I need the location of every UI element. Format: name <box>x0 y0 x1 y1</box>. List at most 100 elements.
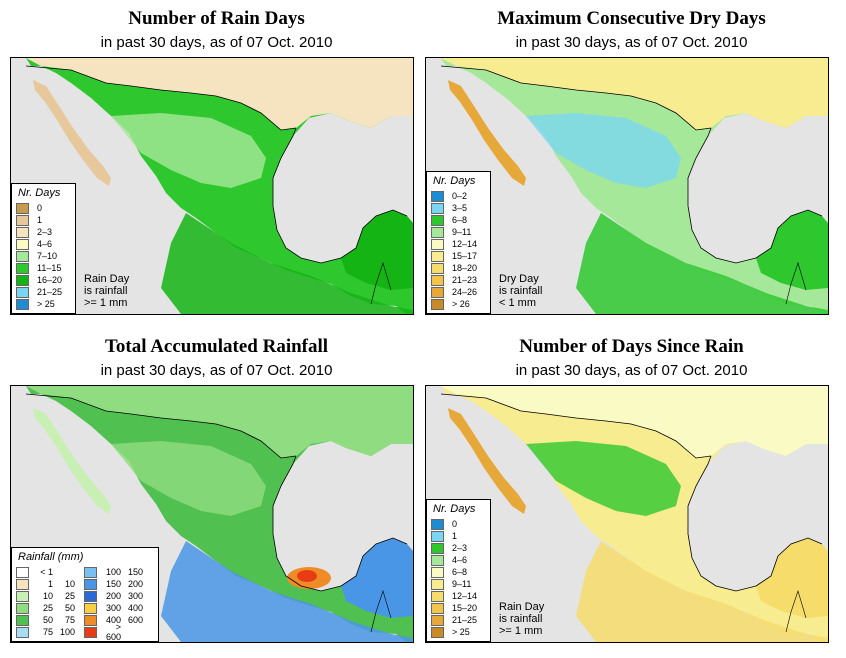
coastline <box>755 209 823 259</box>
legend-label: 12–14 <box>452 239 478 249</box>
legend-swatch <box>16 274 29 286</box>
legend-swatch <box>431 614 444 626</box>
map-dry-days: Nr. Days 0–2 3–5 6–8 9–11 12–14 15–17 18–20 21–… <box>425 57 829 315</box>
legend: Nr. Days 0 1 2–3 4–6 7–10 11–15 16–20 21–25 > 25 <box>11 183 76 314</box>
legend-item: 50 75 <box>16 614 78 626</box>
note-line: is rainfall <box>84 285 128 297</box>
legend-item: 25 50 <box>16 602 78 614</box>
legend: Rainfall (mm) < 1 1 10 10 25 25 50 50 75 75 100 10… <box>11 547 159 642</box>
baja-california <box>448 80 526 186</box>
guatemala-border <box>785 590 807 633</box>
legend-swatch <box>84 614 97 626</box>
legend-swatch <box>84 602 97 614</box>
legend-range-low: 150 <box>105 579 121 589</box>
baja-california <box>33 80 111 186</box>
us-mexico-border <box>25 65 297 131</box>
coastline <box>755 537 823 587</box>
legend-item: 200 300 <box>84 590 146 602</box>
northern-mexico <box>526 441 681 516</box>
coastline <box>340 537 408 587</box>
legend-range-low: 100 <box>105 567 121 577</box>
legend-label: 2–3 <box>37 227 53 237</box>
legend-label: 21–23 <box>452 275 478 285</box>
yucatan <box>341 538 413 618</box>
legend-swatch <box>431 602 444 614</box>
panel-subtitle: in past 30 days, as of 07 Oct. 2010 <box>515 34 748 51</box>
legend-swatch <box>16 214 29 226</box>
note-line: >= 1 mm <box>499 625 543 637</box>
legend-swatch <box>16 590 29 602</box>
legend-label: 15–17 <box>452 251 478 261</box>
legend-range-high: 100 <box>59 627 75 637</box>
legend-range-high: 600 <box>127 615 143 625</box>
map-graphic <box>426 58 828 314</box>
legend-item: 9–11 <box>431 226 486 238</box>
note-line: is rainfall <box>499 613 543 625</box>
legend-swatch <box>16 262 29 274</box>
legend-label: > 26 <box>452 299 470 309</box>
legend-swatch <box>16 602 29 614</box>
legend-swatch <box>431 626 444 638</box>
legend-item: 15–20 <box>431 602 486 614</box>
legend-label: 4–6 <box>37 239 53 249</box>
legend-range-high: 10 <box>64 579 75 589</box>
legend-item: 150 200 <box>84 578 146 590</box>
legend-range-low: 50 <box>42 615 53 625</box>
usa-region <box>426 58 828 130</box>
yucatan <box>756 210 828 290</box>
southern-mexico <box>161 213 413 314</box>
panel-title: Number of Days Since Rain <box>519 336 744 357</box>
legend-item: 4–6 <box>431 554 486 566</box>
legend-item: 1 <box>431 530 486 542</box>
legend-item: 16–20 <box>16 274 71 286</box>
legend-swatch <box>431 542 444 554</box>
rainfall-hotspot-over-600 <box>297 570 317 582</box>
map-days-since-rain: Nr. Days 0 1 2–3 4–6 6–8 9–11 12–14 15–20 21–25 >… <box>425 385 829 643</box>
map-note: Dry Day is rainfall < 1 mm <box>499 273 542 309</box>
panel-rain-days: Number of Rain Days in past 30 days, as … <box>10 0 423 322</box>
legend-swatch <box>16 226 29 238</box>
legend: Nr. Days 0–2 3–5 6–8 9–11 12–14 15–17 18–20 21–… <box>426 171 491 314</box>
gulf-coastline <box>272 127 342 264</box>
legend-range-low: 25 <box>42 603 53 613</box>
legend-item: 1 10 <box>16 578 78 590</box>
legend-item: 300 400 <box>84 602 146 614</box>
map-rain-days: Nr. Days 0 1 2–3 4–6 7–10 11–15 16–20 21–25 > 25… <box>10 57 414 315</box>
legend-swatch <box>431 214 444 226</box>
legend-swatch <box>431 190 444 202</box>
legend-item: 11–15 <box>16 262 71 274</box>
guatemala-border <box>370 262 392 305</box>
legend-title: Nr. Days <box>18 187 61 199</box>
legend-label: 3–5 <box>452 203 468 213</box>
legend-swatch <box>431 274 444 286</box>
legend-item: 12–14 <box>431 238 486 250</box>
legend-item: 6–8 <box>431 566 486 578</box>
legend-label: 0–2 <box>452 191 468 201</box>
map-graphic <box>11 58 413 314</box>
legend-range-low: 300 <box>105 603 121 613</box>
legend-swatch <box>431 286 444 298</box>
us-mexico-border <box>25 393 297 459</box>
legend-item: > 25 <box>16 298 71 310</box>
legend-item: 2–3 <box>16 226 71 238</box>
legend-swatch <box>431 202 444 214</box>
legend-swatch <box>431 298 444 310</box>
usa-region <box>11 58 413 130</box>
legend-swatch <box>431 238 444 250</box>
legend-swatch <box>16 566 29 578</box>
legend-label: 7–10 <box>37 251 58 261</box>
legend-item: > 26 <box>431 298 486 310</box>
gulf-coastline <box>687 127 757 264</box>
legend-swatch <box>431 578 444 590</box>
legend-swatch <box>431 518 444 530</box>
us-mexico-border <box>440 65 712 131</box>
legend-range-low: > 600 <box>105 622 121 642</box>
legend-item: 75 100 <box>16 626 78 638</box>
legend-item: 21–23 <box>431 274 486 286</box>
legend-swatch <box>16 286 29 298</box>
legend-label: 4–6 <box>452 555 468 565</box>
legend-item: 15–17 <box>431 250 486 262</box>
legend-item: 400 600 <box>84 614 146 626</box>
legend-label: 21–25 <box>37 287 63 297</box>
legend-label: 16–20 <box>37 275 63 285</box>
